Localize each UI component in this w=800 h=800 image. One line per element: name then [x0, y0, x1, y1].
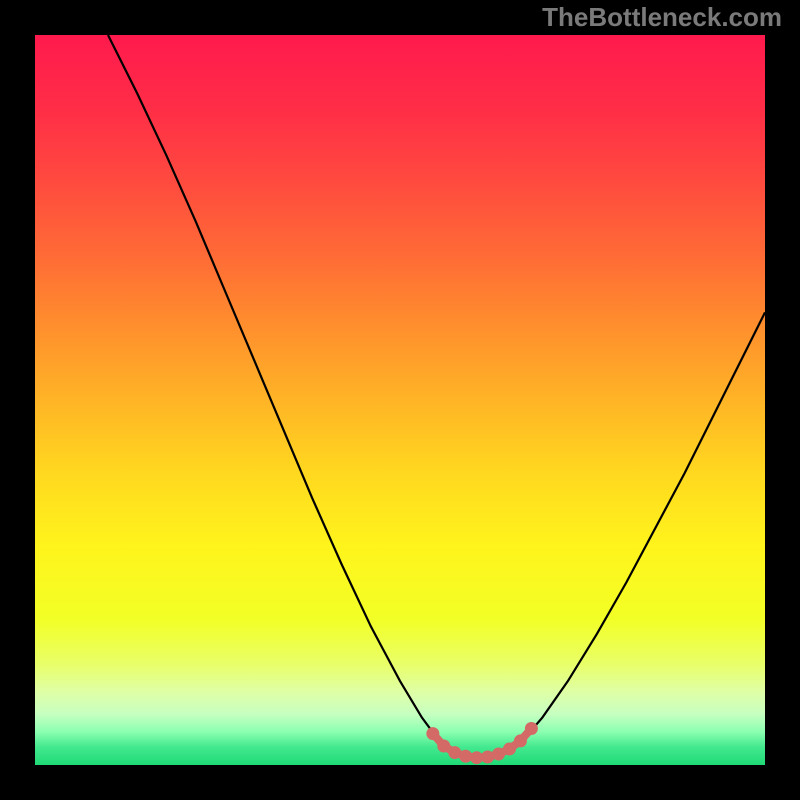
valley-highlight-dot: [525, 722, 538, 735]
frame-right: [765, 0, 800, 800]
bottleneck-curve: [108, 35, 765, 758]
curve-layer: [35, 35, 765, 765]
valley-highlight: [426, 722, 538, 764]
watermark-text: TheBottleneck.com: [542, 2, 782, 33]
valley-highlight-dot: [514, 734, 527, 747]
valley-highlight-dot: [437, 740, 450, 753]
valley-highlight-dot: [481, 750, 494, 763]
frame-bottom: [0, 765, 800, 800]
valley-highlight-dot: [503, 742, 516, 755]
plot-area: [35, 35, 765, 765]
frame-left: [0, 0, 35, 800]
valley-highlight-dot: [426, 727, 439, 740]
valley-highlight-dot: [459, 750, 472, 763]
image-root: TheBottleneck.com: [0, 0, 800, 800]
